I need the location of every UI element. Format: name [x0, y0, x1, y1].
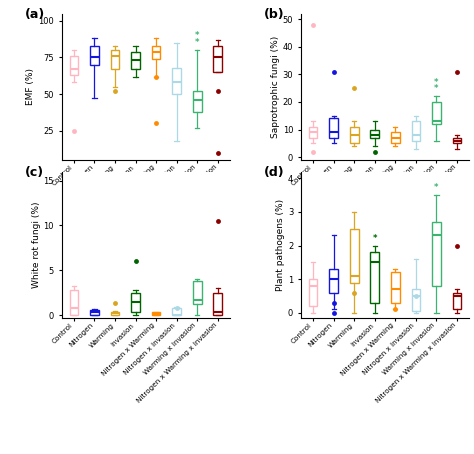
- Text: (b): (b): [264, 8, 284, 21]
- Y-axis label: EMF (%): EMF (%): [27, 68, 36, 105]
- Text: *
*: * *: [434, 78, 438, 94]
- Y-axis label: White rot fungi (%): White rot fungi (%): [32, 202, 41, 288]
- Text: *: *: [434, 183, 438, 192]
- Text: *
*: * *: [195, 31, 200, 47]
- Y-axis label: Plant pathogens (%): Plant pathogens (%): [276, 198, 285, 291]
- Text: (c): (c): [25, 166, 44, 179]
- Y-axis label: Saprotrophic fungi (%): Saprotrophic fungi (%): [271, 35, 280, 138]
- Text: (d): (d): [264, 166, 284, 179]
- Text: *: *: [373, 234, 377, 242]
- Text: (a): (a): [25, 8, 45, 21]
